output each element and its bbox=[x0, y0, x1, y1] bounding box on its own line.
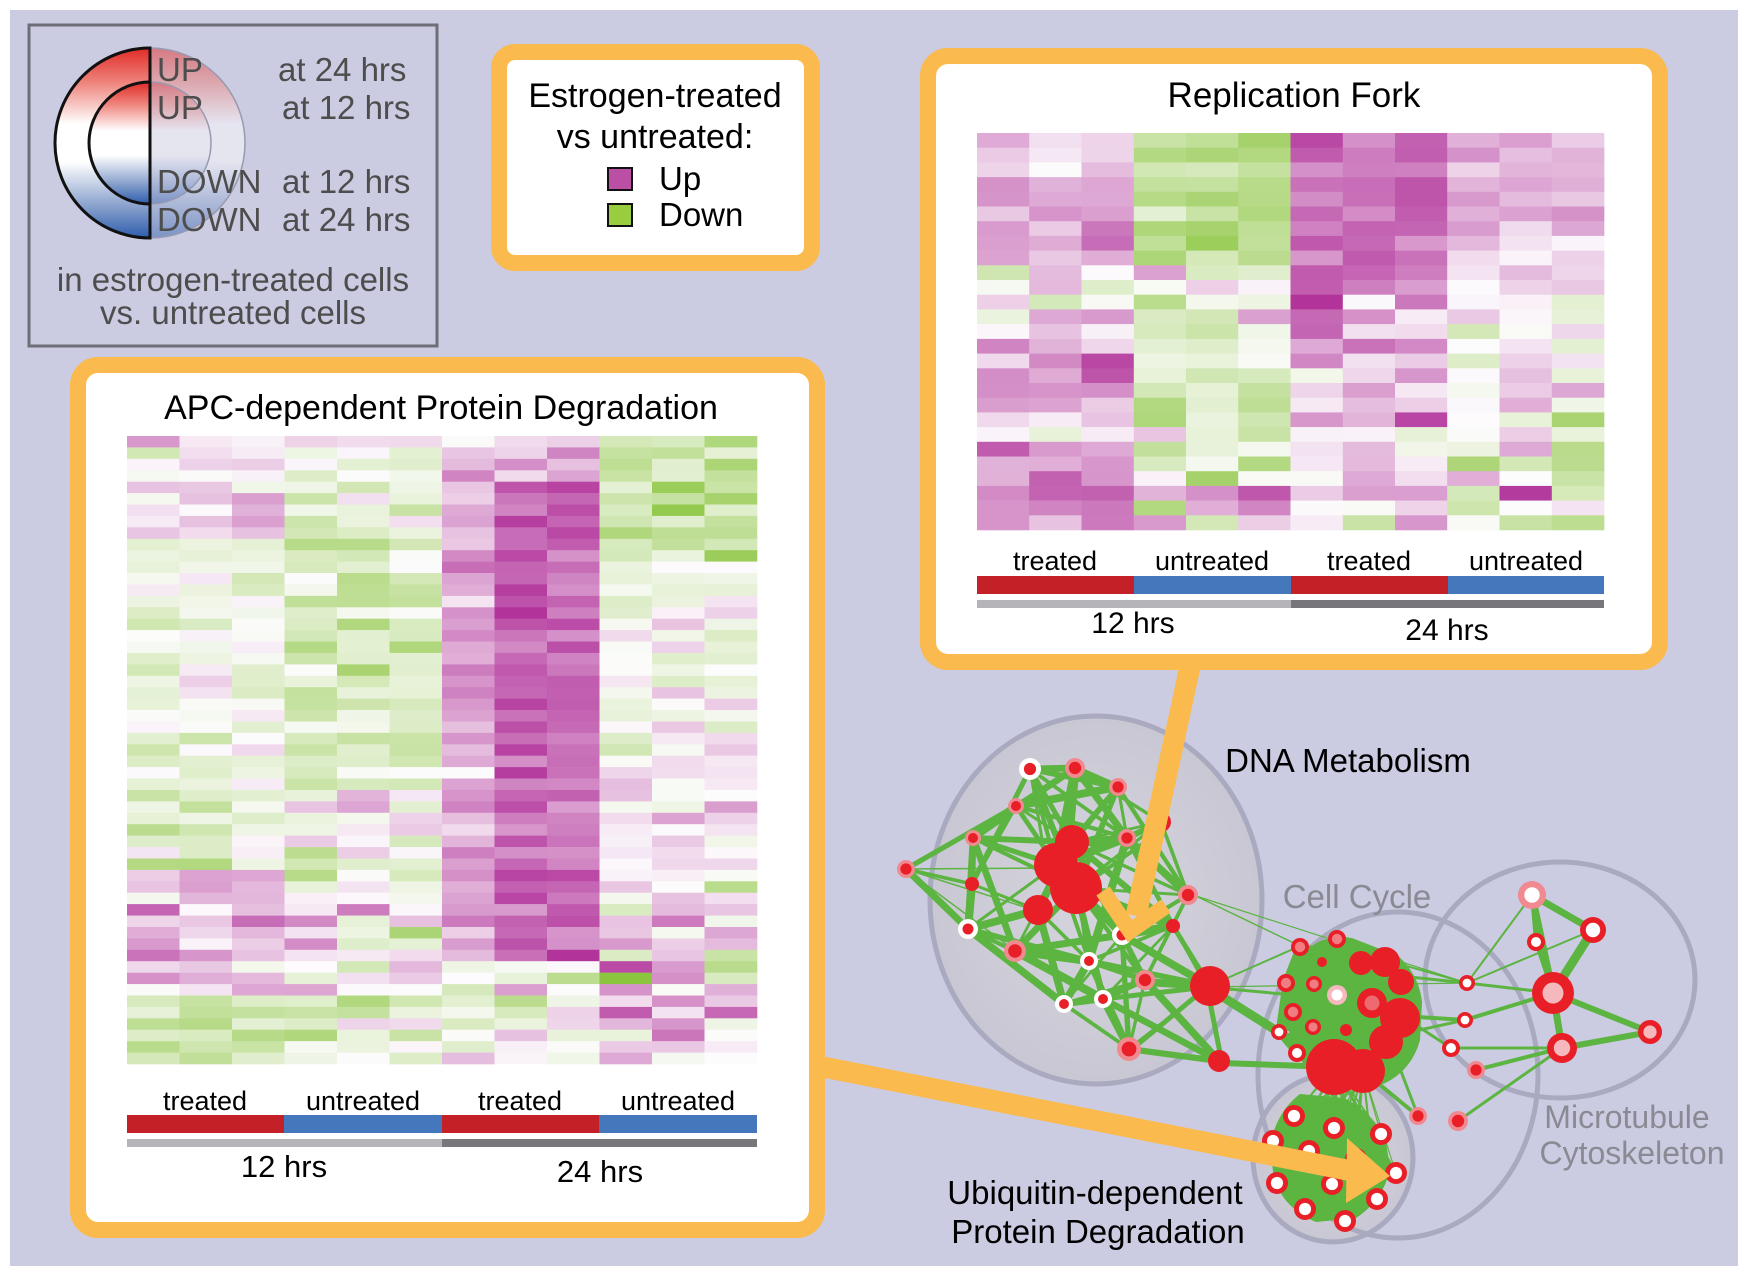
svg-text:Cytoskeleton: Cytoskeleton bbox=[1540, 1135, 1725, 1171]
svg-text:24 hrs: 24 hrs bbox=[1405, 614, 1488, 647]
svg-text:Protein Degradation: Protein Degradation bbox=[951, 1213, 1245, 1250]
svg-text:12 hrs: 12 hrs bbox=[1091, 607, 1174, 640]
svg-text:DOWN: DOWN bbox=[157, 201, 261, 238]
svg-text:untreated: untreated bbox=[306, 1086, 420, 1116]
svg-text:DNA Metabolism: DNA Metabolism bbox=[1225, 742, 1471, 779]
svg-text:vs. untreated cells: vs. untreated cells bbox=[100, 294, 366, 331]
svg-text:UP: UP bbox=[157, 89, 203, 126]
svg-text:Replication Fork: Replication Fork bbox=[1168, 76, 1421, 115]
svg-text:24 hrs: 24 hrs bbox=[557, 1154, 643, 1189]
svg-text:in estrogen-treated cells: in estrogen-treated cells bbox=[57, 261, 409, 298]
svg-text:treated: treated bbox=[478, 1086, 562, 1116]
svg-text:treated: treated bbox=[163, 1086, 247, 1116]
svg-text:untreated: untreated bbox=[1155, 546, 1269, 576]
svg-text:at 12 hrs: at 12 hrs bbox=[282, 89, 410, 126]
svg-text:Ubiquitin-dependent: Ubiquitin-dependent bbox=[947, 1174, 1242, 1211]
svg-text:Estrogen-treated: Estrogen-treated bbox=[528, 77, 781, 115]
svg-text:APC-dependent Protein Degradat: APC-dependent Protein Degradation bbox=[164, 389, 718, 427]
svg-text:at 24 hrs: at 24 hrs bbox=[278, 51, 406, 88]
svg-text:at 24 hrs: at 24 hrs bbox=[282, 201, 410, 238]
svg-text:Microtubule: Microtubule bbox=[1544, 1099, 1709, 1135]
svg-text:treated: treated bbox=[1327, 546, 1411, 576]
svg-text:untreated: untreated bbox=[621, 1086, 735, 1116]
svg-text:UP: UP bbox=[157, 51, 203, 88]
svg-text:Up: Up bbox=[659, 160, 701, 197]
svg-text:Cell Cycle: Cell Cycle bbox=[1283, 878, 1432, 915]
svg-text:Down: Down bbox=[659, 196, 743, 233]
svg-text:treated: treated bbox=[1013, 546, 1097, 576]
svg-text:untreated: untreated bbox=[1469, 546, 1583, 576]
svg-text:at 12 hrs: at 12 hrs bbox=[282, 163, 410, 200]
svg-text:DOWN: DOWN bbox=[157, 163, 261, 200]
svg-text:vs untreated:: vs untreated: bbox=[557, 118, 754, 156]
svg-text:12 hrs: 12 hrs bbox=[241, 1149, 327, 1184]
